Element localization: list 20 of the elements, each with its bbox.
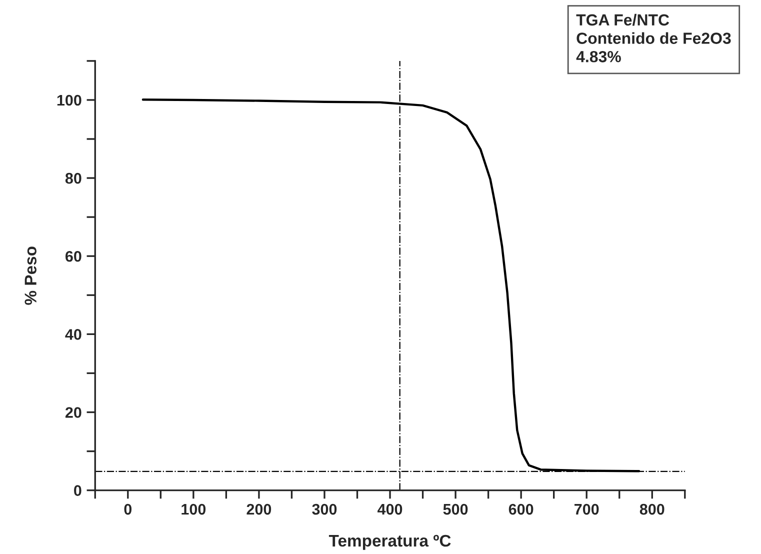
y-tick-label: 80	[65, 172, 82, 184]
y-tick-label: 0	[74, 485, 82, 496]
x-tick-label: 100	[182, 504, 206, 515]
y-tick-label: 40	[65, 329, 82, 340]
x-tick-label: 400	[378, 504, 402, 515]
x-tick-label: 800	[640, 504, 664, 515]
y-tick-label: 60	[65, 250, 82, 262]
text: Contenido de Fe2O3	[576, 32, 731, 44]
x-tick-label: 500	[443, 504, 468, 515]
x-tick-label: 600	[508, 504, 534, 515]
x-tick-label: 300	[312, 504, 337, 515]
text: TGA Fe/NTC	[576, 14, 670, 26]
x-axis-title: Temperatura ºC	[328, 534, 451, 550]
x-tick-label: 0	[124, 504, 132, 515]
y-tick-label: 100	[57, 94, 82, 106]
x-tick-label: 700	[574, 504, 599, 515]
annotation: 4.83%	[576, 50, 621, 62]
y-axis-title: % Peso	[24, 246, 36, 305]
x-tick-label: 200	[246, 504, 272, 515]
y-tick-label: 20	[65, 407, 82, 418]
